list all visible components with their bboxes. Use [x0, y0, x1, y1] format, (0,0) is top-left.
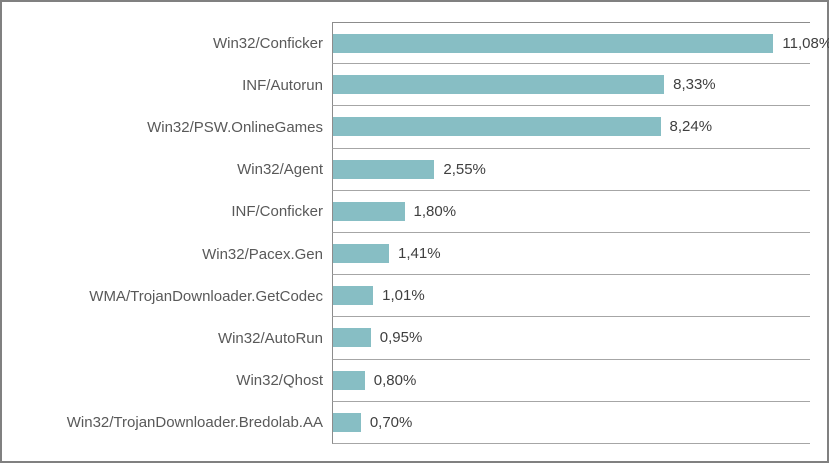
- category-label: INF/Autorun: [242, 76, 323, 94]
- chart-row: WMA/TrojanDownloader.GetCodec 1,01%: [2, 275, 810, 318]
- plot-cell: 2,55%: [332, 148, 810, 191]
- category-label: Win32/TrojanDownloader.Bredolab.AA: [66, 414, 323, 432]
- category-label: Win32/Conficker: [212, 34, 323, 52]
- chart-row: INF/Autorun 8,33%: [2, 64, 810, 107]
- category-label: Win32/Agent: [237, 161, 323, 179]
- value-label: 1,41%: [398, 245, 441, 263]
- chart-row: Win32/Agent 2,55%: [2, 148, 810, 191]
- plot-cell: 11,08%: [332, 22, 829, 65]
- plot-cell: 1,80%: [332, 190, 810, 233]
- value-label: 1,80%: [413, 202, 457, 220]
- value-label: 8,24%: [669, 118, 713, 136]
- plot-cell: 1,41%: [332, 233, 810, 276]
- plot-cell: 0,95%: [332, 317, 810, 360]
- chart-row: Win32/Pacex.Gen 1,41%: [2, 233, 810, 276]
- value-label: 8,33%: [673, 76, 716, 94]
- bar: [333, 286, 374, 306]
- value-label: 0,95%: [379, 329, 423, 347]
- category-label: Win32/Qhost: [236, 372, 323, 390]
- chart-row: Win32/Conficker 11,08%: [2, 22, 829, 65]
- bar: [333, 201, 405, 221]
- value-label: 2,55%: [443, 160, 486, 178]
- chart-row: Win32/AutoRun 0,95%: [2, 317, 810, 360]
- value-label: 0,70%: [369, 413, 413, 431]
- plot-cell: 8,33%: [332, 64, 810, 107]
- bar: [333, 33, 774, 53]
- category-label: Win32/AutoRun: [217, 329, 323, 347]
- value-label: 1,01%: [382, 287, 425, 305]
- category-label: Win32/Pacex.Gen: [202, 245, 323, 263]
- chart-row: Win32/PSW.OnlineGames 8,24%: [2, 106, 810, 149]
- bar: [333, 159, 435, 179]
- bar: [333, 75, 665, 95]
- chart-row: Win32/TrojanDownloader.Bredolab.AA 0,70%: [2, 401, 810, 444]
- bar: [333, 370, 365, 390]
- value-label: 11,08%: [782, 34, 829, 52]
- plot-cell: 8,24%: [332, 106, 810, 149]
- bar: [333, 117, 661, 137]
- category-label: WMA/TrojanDownloader.GetCodec: [89, 287, 323, 305]
- bar: [333, 412, 361, 432]
- bar: [333, 328, 371, 348]
- plot-cell: 1,01%: [332, 275, 810, 318]
- bar: [333, 244, 390, 264]
- plot-cell: 0,80%: [332, 359, 810, 402]
- chart-row: Win32/Qhost 0,80%: [2, 359, 810, 402]
- bar-chart-plot-area: Win32/Conficker 11,08% INF/Autorun 8,33%…: [2, 22, 829, 444]
- plot-cell: 0,70%: [332, 401, 810, 444]
- category-label: INF/Conficker: [231, 203, 323, 221]
- category-label: Win32/PSW.OnlineGames: [147, 118, 323, 136]
- value-label: 0,80%: [373, 371, 417, 389]
- chart-row: INF/Conficker 1,80%: [2, 190, 810, 233]
